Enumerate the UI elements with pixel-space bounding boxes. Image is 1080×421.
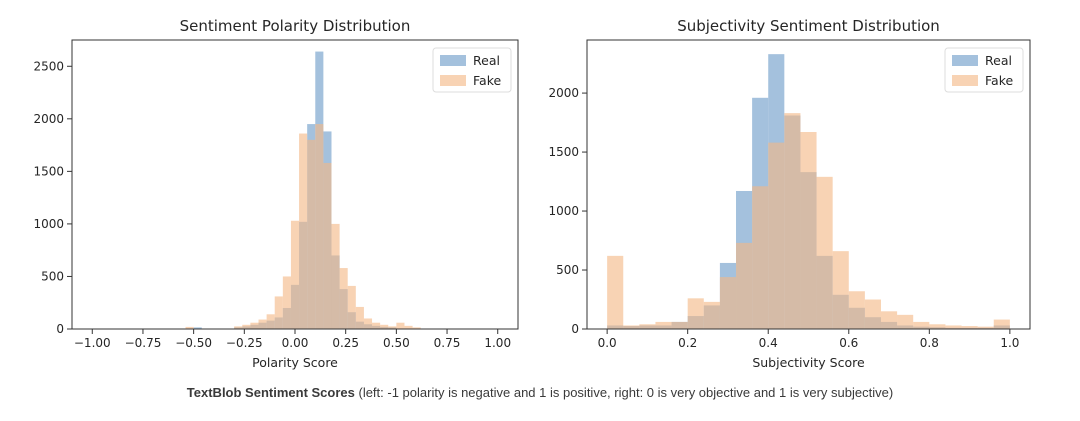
bar-fake: [671, 321, 688, 329]
caption-title: TextBlob Sentiment Scores: [186, 385, 355, 400]
bar-fake: [258, 319, 267, 329]
y-tick-label: 2000: [33, 112, 64, 126]
bar-real: [193, 327, 202, 329]
y-tick-label: 2500: [33, 59, 64, 73]
bar-fake: [929, 324, 946, 329]
figure-caption: TextBlob Sentiment Scores (left: -1 pola…: [0, 385, 1080, 400]
x-tick-label: −0.75: [125, 336, 162, 350]
x-tick-label: 1.0: [1000, 336, 1019, 350]
chart-panel-2: [582, 39, 1031, 334]
bar-fake: [234, 326, 243, 329]
y-tick-label: 2000: [548, 86, 579, 100]
legend-label-fake: Fake: [985, 73, 1013, 88]
bar-fake: [880, 311, 898, 329]
bar-fake: [977, 326, 994, 329]
histogram-figure: Sentiment Polarity Distribution −1.00 −0.7…: [33, 17, 1031, 370]
bar-fake: [623, 325, 640, 329]
y-tick-label: 0: [56, 322, 64, 336]
bar-fake: [242, 324, 251, 329]
bar-fake: [282, 276, 291, 329]
bar-fake: [848, 291, 865, 329]
y-tick-label: 500: [556, 263, 579, 277]
bar-fake: [388, 326, 397, 329]
bar-fake: [961, 326, 978, 329]
bar-fake: [315, 124, 324, 329]
bar-fake: [299, 133, 308, 329]
bar-fake: [404, 325, 413, 329]
x-axis-label: Subjectivity Score: [752, 355, 865, 370]
bar-fake: [687, 298, 704, 329]
bar-fake: [768, 142, 785, 329]
y-tick-label: 1500: [548, 145, 579, 159]
legend-swatch-fake: [440, 75, 466, 86]
chart-panel-1: [67, 39, 519, 334]
bar-fake: [412, 327, 421, 329]
legend-label-fake: Fake: [473, 73, 501, 88]
bar-fake: [363, 318, 373, 329]
chart-title: Subjectivity Sentiment Distribution: [677, 17, 940, 35]
bar-fake: [372, 322, 381, 329]
bar-fake: [323, 162, 332, 329]
bar-fake: [897, 314, 914, 329]
x-tick-label: 0.8: [920, 336, 939, 350]
bar-fake: [864, 299, 881, 329]
bar-fake: [380, 324, 389, 329]
y-tick-label: 1000: [548, 204, 579, 218]
bar-fake: [752, 186, 769, 329]
legend-swatch-fake: [952, 75, 978, 86]
x-tick-label: 0.6: [839, 336, 858, 350]
bar-fake: [250, 322, 259, 329]
bar-fake: [639, 324, 656, 329]
y-tick-label: 1000: [33, 217, 64, 231]
bar-fake: [945, 325, 962, 329]
caption-text: (left: -1 polarity is negative and 1 is …: [354, 385, 894, 400]
x-tick-label: −0.50: [175, 336, 212, 350]
bar-fake: [607, 255, 624, 329]
bar-fake: [331, 223, 340, 329]
bar-fake: [266, 314, 275, 329]
bar-fake: [185, 326, 194, 329]
x-tick-label: 0.0: [598, 336, 617, 350]
chart-title: Sentiment Polarity Distribution: [180, 17, 411, 35]
bar-fake: [655, 321, 672, 329]
bar-fake: [816, 176, 833, 329]
x-tick-label: −0.25: [226, 336, 263, 350]
plot-frame: [586, 39, 1031, 330]
y-tick-label: 1500: [33, 164, 64, 178]
x-tick-label: 0.50: [383, 336, 410, 350]
x-tick-label: −1.00: [74, 336, 111, 350]
x-tick-label: 1.00: [484, 336, 511, 350]
bar-fake: [784, 113, 801, 329]
x-tick-label: 0.4: [759, 336, 778, 350]
bar-fake: [736, 242, 753, 329]
legend-swatch-real: [440, 55, 466, 66]
bar-fake: [832, 251, 849, 329]
x-tick-label: 0.75: [434, 336, 461, 350]
bar-fake: [307, 139, 316, 329]
legend-label-real: Real: [473, 53, 500, 68]
bar-fake: [800, 132, 817, 329]
bar-fake: [913, 321, 930, 329]
bar-fake: [703, 301, 720, 329]
bar-fake: [339, 268, 348, 329]
y-tick-label: 0: [571, 322, 579, 336]
x-axis-label: Polarity Score: [252, 355, 338, 370]
bar-fake: [719, 277, 737, 329]
legend-label-real: Real: [985, 53, 1012, 68]
bar-fake: [993, 319, 1010, 329]
bar-fake: [347, 285, 356, 329]
x-tick-label: 0.25: [332, 336, 359, 350]
x-tick-label: 0.00: [282, 336, 309, 350]
bar-fake: [290, 220, 300, 329]
bar-fake: [274, 296, 283, 329]
x-tick-label: 0.2: [678, 336, 697, 350]
bar-fake: [396, 322, 405, 329]
y-tick-label: 500: [41, 269, 64, 283]
legend-swatch-real: [952, 55, 978, 66]
bar-fake: [355, 306, 364, 329]
